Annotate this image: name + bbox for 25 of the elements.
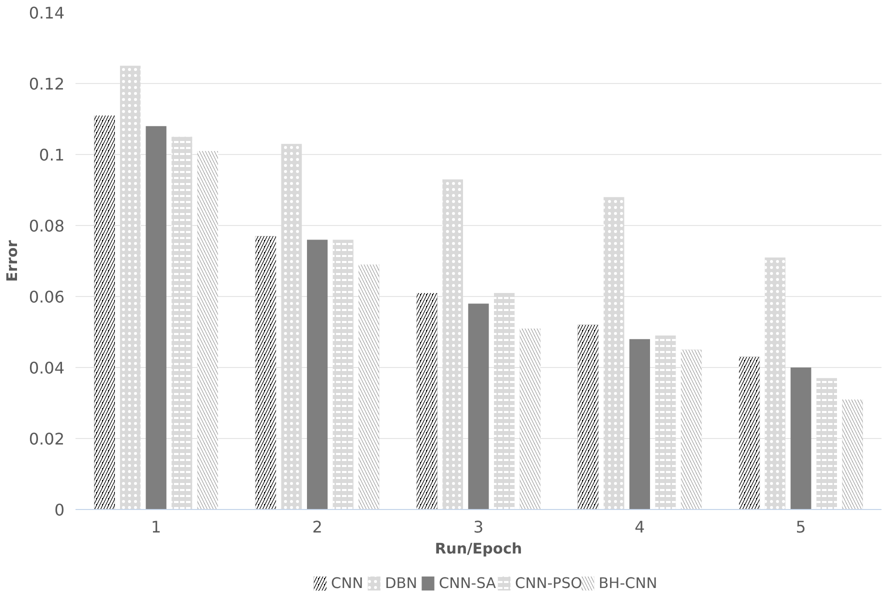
y-tick-label: 0.02 — [28, 430, 64, 448]
bar — [146, 126, 166, 510]
legend-label: CNN-SA — [438, 575, 496, 592]
y-tick-label: 0.06 — [28, 288, 64, 306]
x-axis-title: Run/Epoch — [434, 540, 522, 558]
y-tick-label: 0.04 — [28, 358, 64, 378]
y-tick-label: 0.08 — [28, 216, 64, 236]
x-tick-label: 5 — [796, 518, 806, 536]
y-axis-title: Error — [4, 239, 21, 282]
x-tick-label: 1 — [151, 518, 162, 536]
y-tick-label: 0 — [54, 500, 65, 520]
legend-label: BH-CNN — [598, 575, 658, 592]
bar — [306, 240, 328, 510]
x-tick-label: 2 — [312, 518, 322, 536]
y-tick-label: 0.1 — [39, 146, 65, 164]
y-tick-label: 0.12 — [28, 74, 64, 94]
bar — [468, 304, 489, 510]
bar — [790, 368, 812, 510]
y-tick-label: 0.14 — [28, 4, 64, 22]
legend-label: DBN — [384, 575, 418, 592]
legend-label: CNN — [331, 575, 364, 592]
x-tick-label: 4 — [634, 518, 645, 536]
bar — [629, 339, 650, 510]
legend-label: CNN-PSO — [515, 575, 582, 592]
x-tick-label: 3 — [473, 518, 484, 536]
